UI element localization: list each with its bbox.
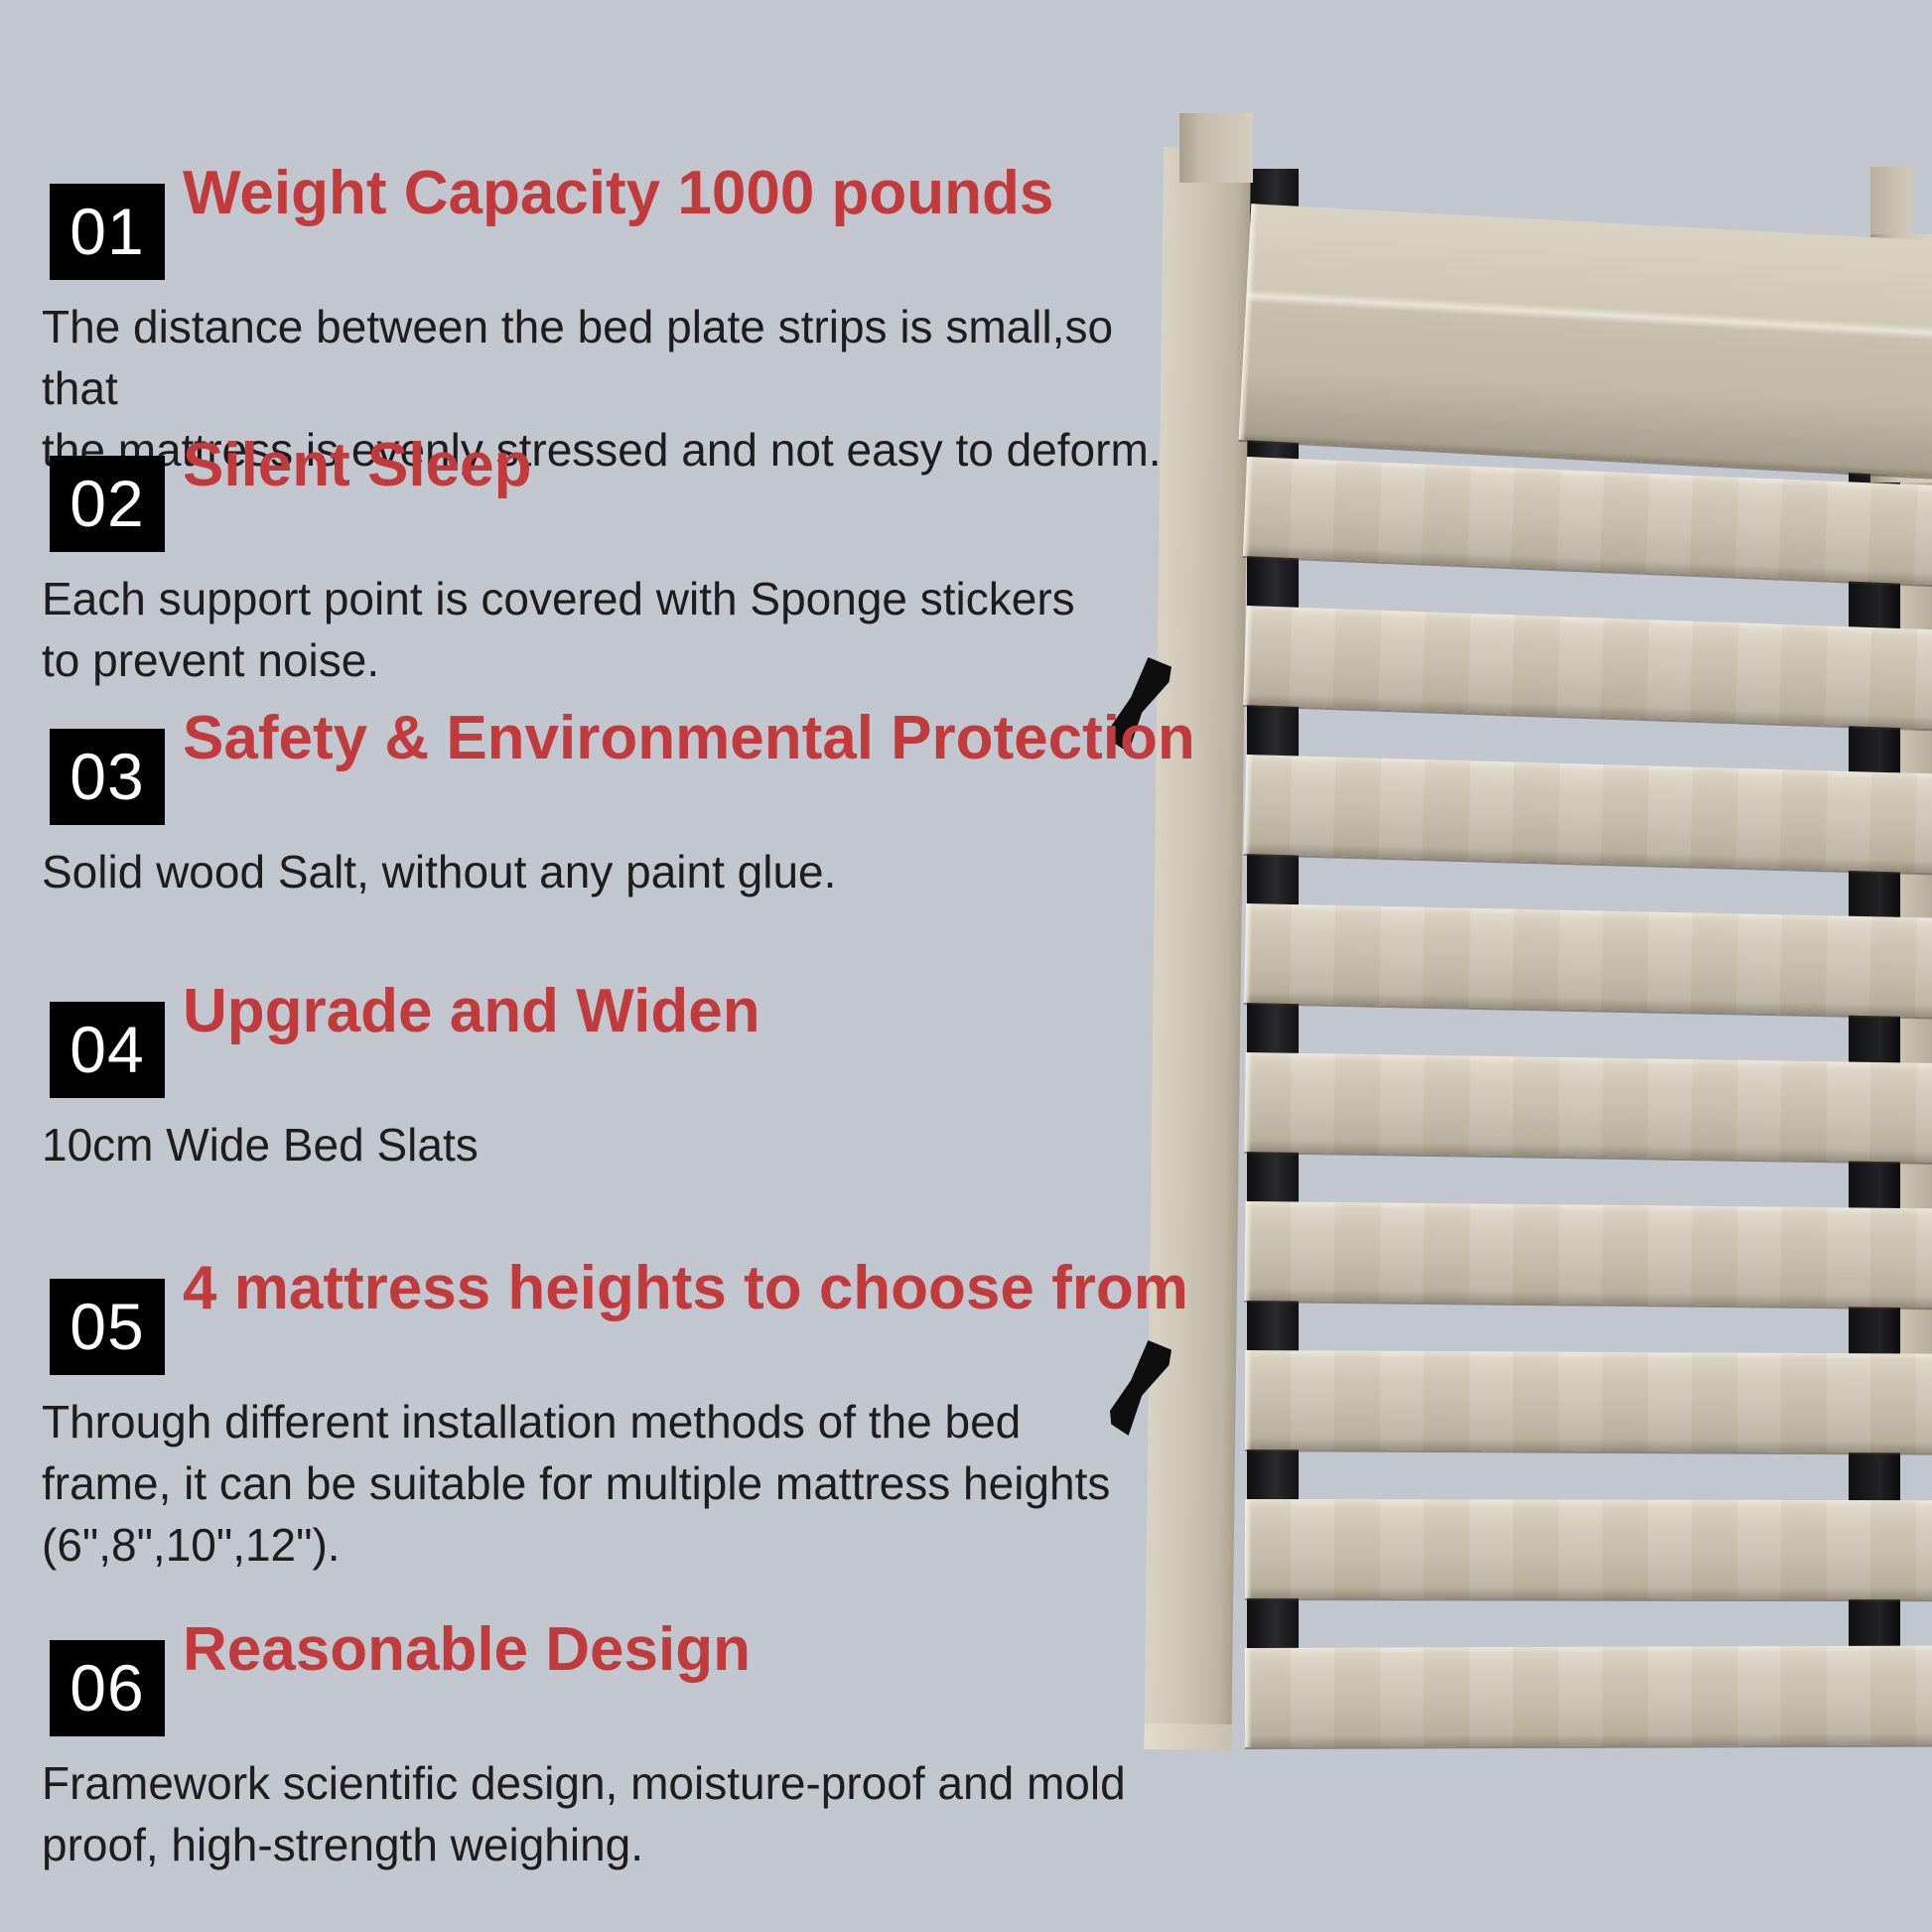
feature-section-05: 05 4 mattress heights to choose from Thr… (42, 1207, 1188, 1621)
feature-title: Silent Sleep (183, 431, 532, 500)
feature-header: 02 Silent Sleep (42, 384, 1183, 552)
feature-title: 4 mattress heights to choose from (183, 1254, 1188, 1323)
feature-description: The distance between the bed plate strip… (42, 300, 1162, 476)
feature-number-badge: 05 (50, 1278, 165, 1375)
bed-slat (1244, 1645, 1932, 1747)
feature-title: Weight Capacity 1000 pounds (183, 159, 1054, 228)
bed-slat (1242, 457, 1932, 586)
feature-header: 01 Weight Capacity 1000 pounds (42, 112, 1183, 280)
bed-slat (1243, 755, 1932, 874)
feature-section-06: 06 Reasonable Design Framework scientifi… (42, 1569, 1183, 1921)
feature-title: Upgrade and Widen (183, 977, 760, 1046)
feature-description: 10cm Wide Bed Slats (42, 1118, 479, 1171)
feature-section-02: 02 Silent Sleep Each support point is co… (42, 384, 1183, 737)
feature-header: 03 Safety & Environmental Protection (42, 657, 1195, 825)
feature-description: Through different installation methods o… (42, 1395, 1111, 1571)
feature-number-badge: 03 (50, 728, 165, 825)
feature-description: Framework scientific design, moisture-pr… (42, 1756, 1126, 1870)
feature-section-01: 01 Weight Capacity 1000 pounds The dista… (42, 112, 1183, 526)
feature-title: Reasonable Design (183, 1615, 751, 1685)
feature-description: Each support point is covered with Spong… (42, 572, 1075, 686)
bed-slat (1238, 204, 1932, 479)
bed-left-rail-cap (1179, 113, 1253, 183)
bed-corner-post-cap (1870, 167, 1912, 244)
feature-header: 05 4 mattress heights to choose from (42, 1207, 1188, 1375)
bed-slat (1243, 606, 1932, 730)
feature-header: 06 Reasonable Design (42, 1569, 1183, 1736)
feature-description: Solid wood Salt, without any paint glue. (42, 845, 837, 897)
feature-number-badge: 04 (50, 1001, 165, 1098)
feature-number-badge: 06 (50, 1639, 165, 1736)
feature-header: 04 Upgrade and Widen (42, 930, 1183, 1098)
bed-slat (1244, 1201, 1932, 1309)
bed-slat (1244, 1052, 1932, 1164)
feature-number-badge: 02 (50, 455, 165, 552)
feature-section-03: 03 Safety & Environmental Protection Sol… (42, 657, 1195, 948)
bed-slat (1244, 1350, 1932, 1453)
bed-slat (1244, 1499, 1932, 1600)
feature-number-badge: 01 (50, 183, 165, 280)
feature-section-04: 04 Upgrade and Widen 10cm Wide Bed Slats (42, 930, 1183, 1221)
feature-title: Safety & Environmental Protection (183, 704, 1195, 773)
bed-slat (1243, 903, 1932, 1018)
